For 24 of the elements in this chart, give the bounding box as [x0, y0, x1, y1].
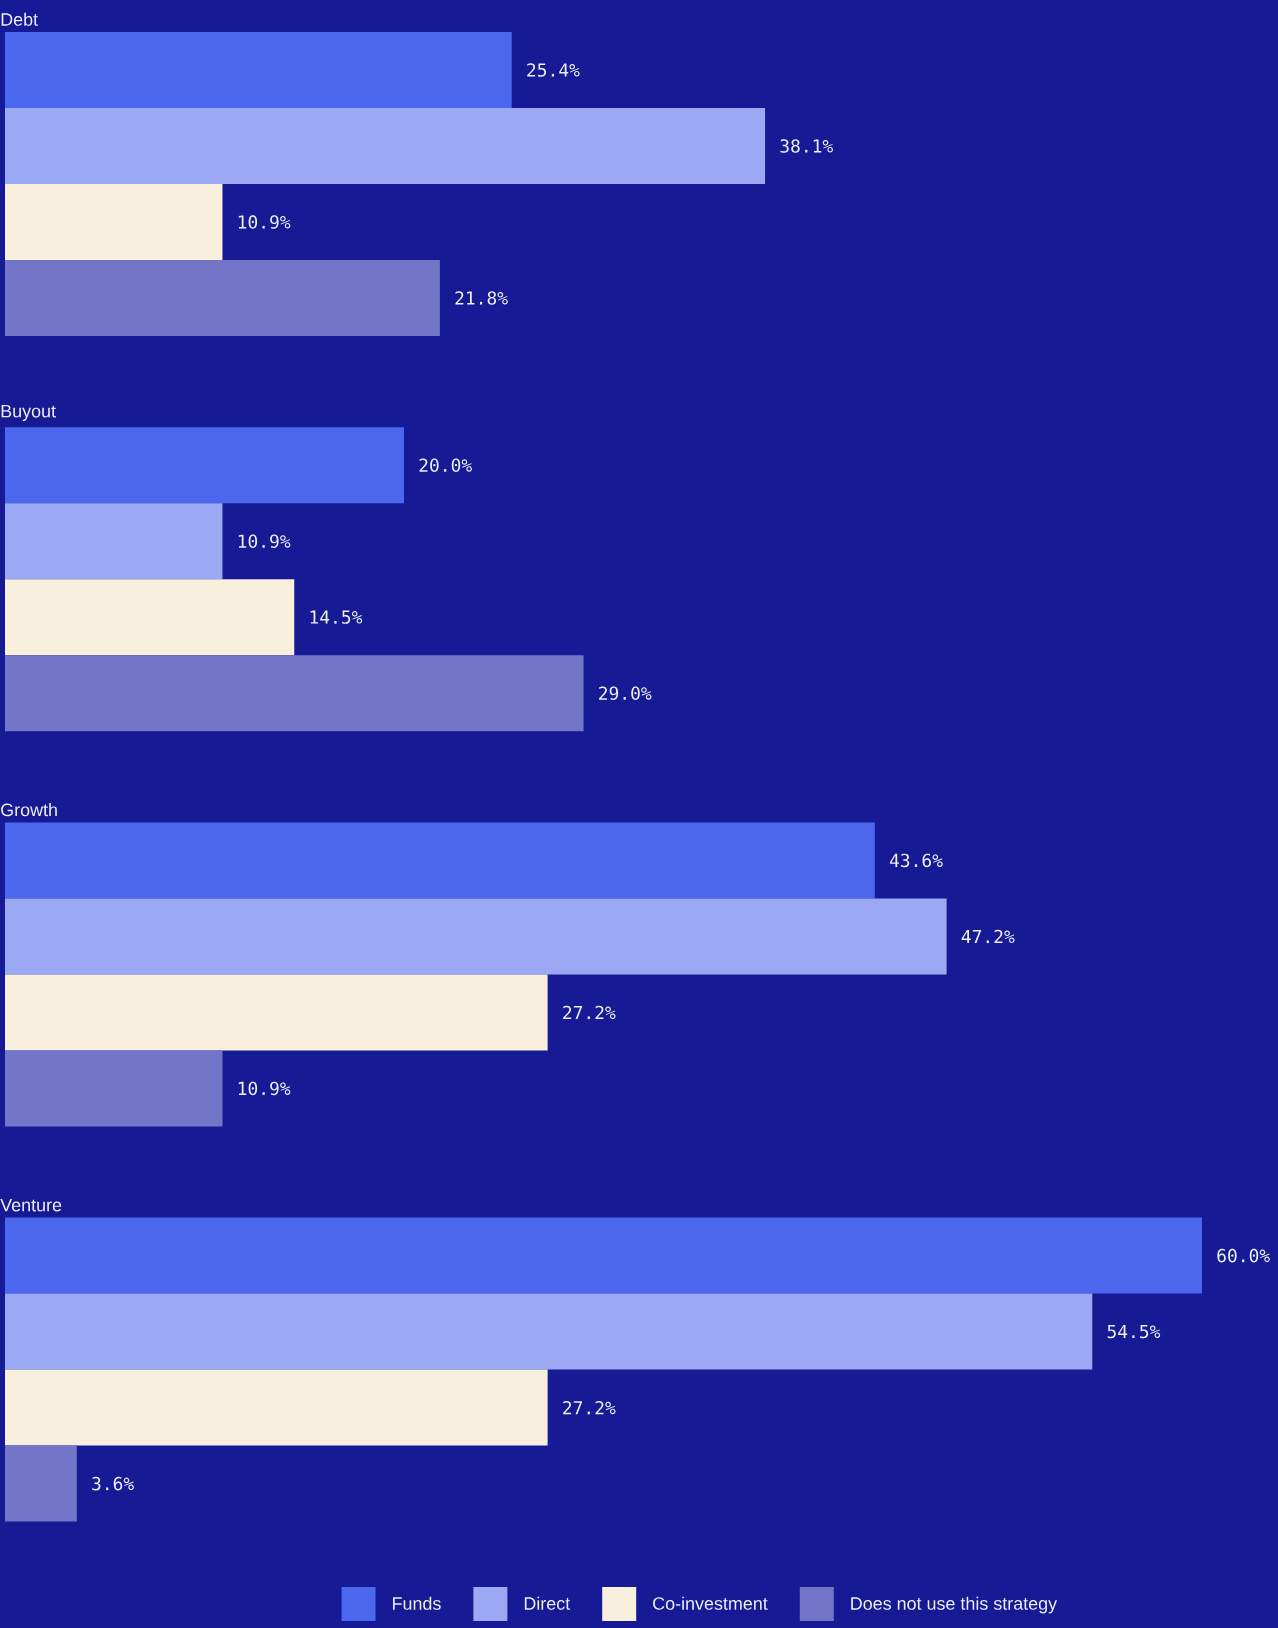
data-label: 25.4% — [527, 63, 580, 77]
data-label: 38.1% — [780, 139, 833, 153]
data-label: 10.9% — [238, 1081, 291, 1096]
legend-label: Direct — [524, 1596, 571, 1610]
legend-label: Funds — [393, 1596, 441, 1610]
data-label: 27.2% — [563, 1400, 616, 1415]
data-label: 47.2% — [961, 929, 1015, 944]
data-label: 20.0% — [419, 458, 472, 472]
data-label: 27.2% — [563, 1005, 616, 1020]
data-label: 29.0% — [599, 686, 652, 700]
legend-label: Does not use this strategy — [851, 1596, 1058, 1614]
y-tick-label: Buyout — [1, 404, 56, 422]
data-label: 10.9% — [238, 215, 291, 229]
data-label: 10.9% — [238, 534, 291, 548]
data-label: 21.8% — [455, 291, 508, 305]
data-label: 14.5% — [310, 610, 363, 624]
data-label: 54.5% — [1107, 1324, 1161, 1339]
y-tick-label: Growth — [1, 803, 57, 817]
legend-label: Co-investment — [653, 1596, 768, 1610]
data-label: 43.6% — [889, 853, 943, 868]
y-tick-label: Debt — [1, 12, 38, 26]
data-label: 3.6% — [92, 1476, 134, 1491]
data-label: 60.0% — [1217, 1248, 1270, 1263]
y-tick-label: Venture — [0, 1198, 62, 1212]
